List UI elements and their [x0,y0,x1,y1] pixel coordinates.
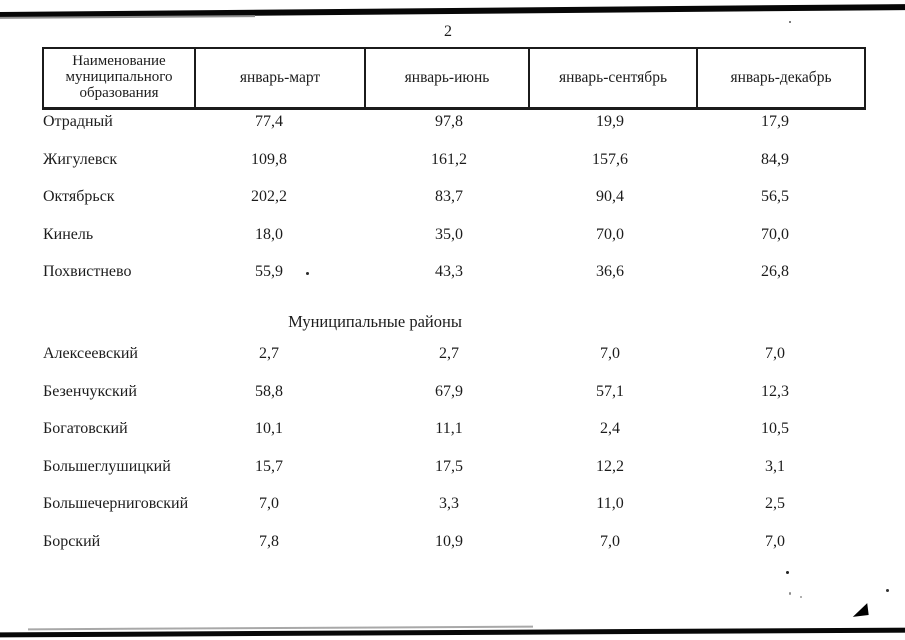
row-name: Жигулевск [43,150,118,168]
row-value: 58,8 [255,382,283,400]
row-value: 109,8 [251,150,287,168]
row-value: 17,5 [435,457,463,475]
scan-speck [800,596,802,598]
row-value: 19,9 [596,113,624,130]
header-municipality-name: Наименование муниципального образования [65,53,173,101]
row-value: 83,7 [435,188,463,206]
scan-speck [886,589,889,592]
row-value: 67,9 [435,382,463,400]
table-row: Большечерниговский 7,0 3,3 11,0 2,5 [42,492,866,530]
row-name: Большеглушицкий [43,457,171,475]
row-value: 157,6 [592,150,628,168]
scan-speck [306,272,309,275]
row-value: 7,0 [600,344,620,362]
scan-speck [789,592,791,595]
row-value: 84,9 [761,150,789,168]
section-title: Муниципальные районы [288,311,462,331]
row-value: 10,5 [761,420,789,438]
row-value: 3,3 [439,495,459,513]
table-header-row: Наименование муниципального образования … [42,47,866,110]
row-name: Богатовский [43,420,128,438]
row-value: 18,0 [255,225,283,243]
row-value: 10,1 [255,420,283,438]
table-row: Борский 7,8 10,9 7,0 7,0 [42,530,866,568]
row-value: 2,7 [259,344,279,362]
row-value: 3,1 [765,457,785,475]
row-value: 57,1 [596,382,624,400]
row-name: Кинель [43,225,94,243]
row-value: 26,8 [761,263,789,281]
row-value: 12,2 [596,457,624,475]
row-name: Алексеевский [43,344,138,362]
header-january-june: январь-июнь [364,49,528,107]
table-row: Алексеевский 2,7 2,7 7,0 7,0 [42,342,866,380]
table-row: Октябрьск 202,2 83,7 90,4 56,5 [42,185,866,223]
municipal-data-table: Наименование муниципального образования … [42,47,866,568]
scan-border-top-echo [0,15,256,19]
row-name: Безенчукский [43,382,137,400]
page-number: 2 [444,23,452,40]
table-row: Большеглушицкий 15,7 17,5 12,2 3,1 [42,455,866,493]
row-value: 7,0 [600,532,620,550]
table-row: Жигулевск 109,8 161,2 157,6 84,9 [42,148,866,186]
table-row: Отрадный 77,4 97,8 19,9 17,9 [42,110,866,148]
row-name: Большечерниговский [43,495,189,513]
table-row: Безенчукский 58,8 67,9 57,1 12,3 [42,380,866,418]
row-value: 11,0 [596,495,624,513]
row-name: Похвистнево [43,263,132,281]
row-value: 35,0 [435,225,463,243]
scan-mark-triangle [851,603,869,617]
row-value: 11,1 [435,420,463,438]
row-value: 36,6 [596,263,624,281]
row-name: Октябрьск [43,188,115,206]
table-row: Похвистнево 55,9 43,3 36,6 26,8 [42,260,866,298]
row-value: 202,2 [251,188,287,206]
row-value: 161,2 [431,150,467,168]
scan-speck [789,21,791,23]
row-value: 2,5 [765,495,785,513]
row-value: 10,9 [435,532,463,550]
row-value: 70,0 [596,225,624,243]
header-january-december: январь-декабрь [696,49,864,107]
row-value: 2,4 [600,420,620,438]
header-january-september: январь-сентябрь [528,49,696,107]
row-value: 7,0 [765,532,785,550]
row-value: 7,0 [765,344,785,362]
row-value: 77,4 [255,113,283,130]
row-value: 12,3 [761,382,789,400]
row-value: 90,4 [596,188,624,206]
row-value: 70,0 [761,225,789,243]
row-name: Борский [43,532,101,550]
row-value: 2,7 [439,344,459,362]
table-body: Отрадный 77,4 97,8 19,9 17,9 Жигулевск 109,8 16… [42,110,866,568]
row-value: 7,0 [259,495,279,513]
row-value: 55,9 [255,263,283,281]
table-row: Богатовский 10,1 11,1 2,4 10,5 [42,417,866,455]
row-name: Отрадный [43,113,113,130]
row-value: 56,5 [761,188,789,206]
row-value: 15,7 [255,457,283,475]
row-value: 7,8 [259,532,279,550]
row-value: 97,8 [435,113,463,130]
table-row: Кинель 18,0 35,0 70,0 70,0 [42,223,866,261]
row-value: 17,9 [761,113,789,130]
row-value: 43,3 [435,263,463,281]
scan-speck [786,571,789,574]
header-january-march: январь-март [194,49,364,107]
